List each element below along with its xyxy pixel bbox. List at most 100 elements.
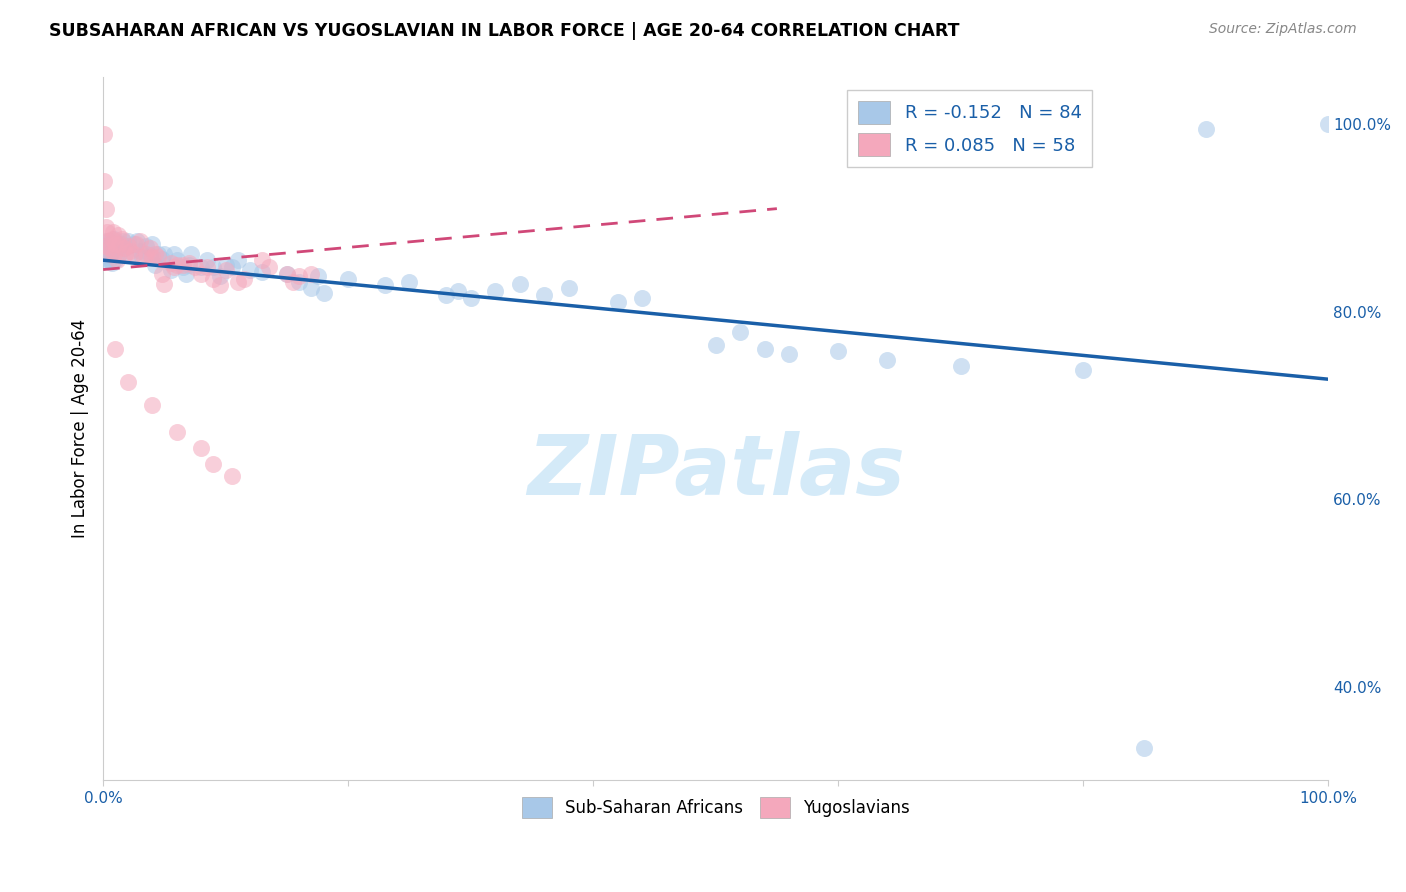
Point — [103, 246, 125, 260]
Point — [100, 246, 122, 260]
Point — [202, 260, 225, 274]
Point — [252, 253, 274, 268]
Point — [190, 260, 212, 274]
Point — [103, 232, 125, 246]
Point — [176, 267, 198, 281]
Point — [96, 241, 118, 255]
Point — [96, 251, 118, 265]
Point — [202, 272, 225, 286]
Point — [226, 253, 249, 268]
Point — [172, 258, 194, 272]
Point — [239, 262, 262, 277]
Point — [110, 237, 132, 252]
Point — [117, 375, 139, 389]
Point — [93, 248, 115, 262]
Point — [312, 285, 335, 300]
Point — [398, 275, 420, 289]
Point — [221, 468, 243, 483]
Point — [208, 269, 231, 284]
Point — [122, 237, 145, 252]
Point — [104, 253, 127, 268]
Point — [1071, 363, 1094, 377]
Point — [163, 260, 186, 274]
Y-axis label: In Labor Force | Age 20-64: In Labor Force | Age 20-64 — [72, 319, 89, 539]
Point — [148, 246, 170, 260]
Point — [1024, 117, 1046, 131]
Point — [299, 281, 322, 295]
Point — [190, 441, 212, 455]
Point — [533, 288, 555, 302]
Point — [150, 267, 173, 281]
Point — [131, 251, 153, 265]
Point — [138, 248, 160, 262]
Point — [778, 347, 800, 361]
Point — [117, 239, 139, 253]
Point — [120, 244, 142, 258]
Point — [96, 239, 118, 253]
Point — [172, 260, 194, 274]
Point — [827, 344, 849, 359]
Point — [166, 425, 188, 439]
Point — [105, 253, 128, 268]
Point — [1011, 122, 1033, 136]
Point — [114, 246, 136, 260]
Point — [233, 272, 256, 286]
Point — [299, 267, 322, 281]
Point — [125, 237, 148, 252]
Point — [105, 237, 128, 252]
Point — [141, 399, 163, 413]
Point — [226, 275, 249, 289]
Point — [114, 241, 136, 255]
Point — [1317, 117, 1340, 131]
Point — [704, 337, 727, 351]
Point — [159, 256, 181, 270]
Point — [288, 269, 311, 284]
Point — [252, 265, 274, 279]
Point — [100, 235, 122, 249]
Point — [143, 258, 166, 272]
Point — [128, 235, 150, 249]
Point — [202, 457, 225, 471]
Point — [100, 241, 122, 255]
Point — [100, 232, 122, 246]
Point — [117, 235, 139, 249]
Point — [93, 239, 115, 253]
Point — [288, 275, 311, 289]
Point — [163, 246, 186, 260]
Point — [143, 246, 166, 260]
Point — [107, 227, 129, 242]
Point — [949, 359, 972, 373]
Point — [166, 253, 188, 268]
Point — [148, 251, 170, 265]
Point — [93, 173, 115, 187]
Point — [132, 251, 155, 265]
Point — [208, 278, 231, 293]
Point — [281, 275, 304, 289]
Point — [180, 246, 202, 260]
Point — [138, 241, 160, 255]
Point — [177, 256, 200, 270]
Point — [276, 267, 298, 281]
Point — [631, 291, 654, 305]
Text: Source: ZipAtlas.com: Source: ZipAtlas.com — [1209, 22, 1357, 37]
Point — [110, 232, 132, 246]
Point — [100, 256, 122, 270]
Point — [184, 260, 207, 274]
Point — [94, 235, 117, 249]
Point — [374, 278, 396, 293]
Point — [101, 225, 124, 239]
Point — [93, 127, 115, 141]
Point — [214, 258, 236, 272]
Point — [434, 288, 457, 302]
Point — [166, 258, 188, 272]
Text: SUBSAHARAN AFRICAN VS YUGOSLAVIAN IN LABOR FORCE | AGE 20-64 CORRELATION CHART: SUBSAHARAN AFRICAN VS YUGOSLAVIAN IN LAB… — [49, 22, 960, 40]
Point — [98, 239, 121, 253]
Point — [104, 241, 127, 255]
Point — [120, 246, 142, 260]
Point — [111, 235, 134, 249]
Point — [214, 262, 236, 277]
Point — [557, 281, 579, 295]
Point — [276, 267, 298, 281]
Point — [98, 253, 121, 268]
Point — [447, 284, 470, 298]
